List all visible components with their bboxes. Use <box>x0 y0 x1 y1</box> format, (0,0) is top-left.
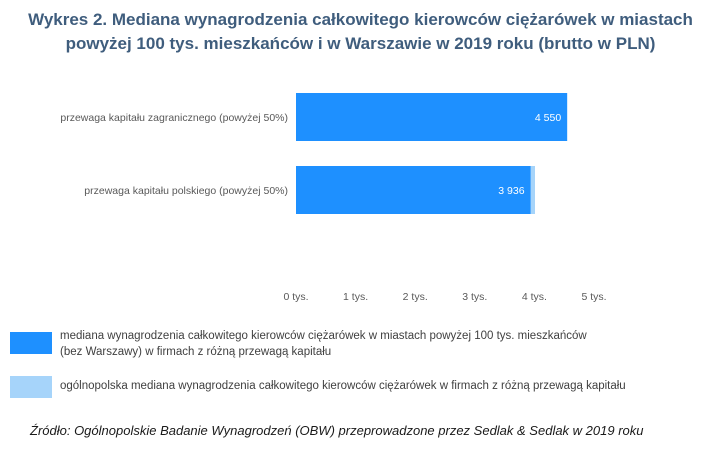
x-tick-label-5: 5 tys. <box>581 291 606 303</box>
x-tick-label-0: 0 tys. <box>283 291 308 303</box>
bar-primary-0 <box>296 93 568 141</box>
x-tick-label-1: 1 tys. <box>343 291 368 303</box>
legend-label-primary-line-1: mediana wynagrodzenia całkowitego kierow… <box>60 330 587 342</box>
x-tick-label-2: 2 tys. <box>403 291 428 303</box>
data-label-0: 4 550 <box>535 112 561 124</box>
chart-title-line-1: Wykres 2. Mediana wynagrodzenia całkowit… <box>28 10 693 29</box>
category-label-0: przewaga kapitału zagranicznego (powyżej… <box>60 112 288 124</box>
chart-title: Wykres 2. Mediana wynagrodzenia całkowit… <box>0 8 721 56</box>
bar-primary-1 <box>296 166 531 214</box>
bar-chart: 4 550 przewaga kapitału zagranicznego (po… <box>60 93 607 303</box>
legend-label-primary: mediana wynagrodzenia całkowitego kierow… <box>60 328 720 360</box>
source-note: Źródło: Ogólnopolskie Badanie Wynagrodze… <box>30 423 644 438</box>
data-label-1: 3 936 <box>498 185 524 197</box>
category-label-1: przewaga kapitału polskiego (powyżej 50%… <box>84 185 288 197</box>
legend-label-primary-line-2: (bez Warszawy) w firmach z różną przewag… <box>60 346 332 358</box>
legend-label-national-line-1: ogólnopolska mediana wynagrodzenia całko… <box>60 380 626 392</box>
x-tick-label-3: 3 tys. <box>462 291 487 303</box>
legend-swatch-primary <box>10 332 52 354</box>
chart-title-line-2: powyżej 100 tys. mieszkańców i w Warszaw… <box>65 34 656 53</box>
legend-swatch-national <box>10 376 52 398</box>
x-tick-label-4: 4 tys. <box>522 291 547 303</box>
legend-label-national: ogólnopolska mediana wynagrodzenia całko… <box>60 378 720 394</box>
